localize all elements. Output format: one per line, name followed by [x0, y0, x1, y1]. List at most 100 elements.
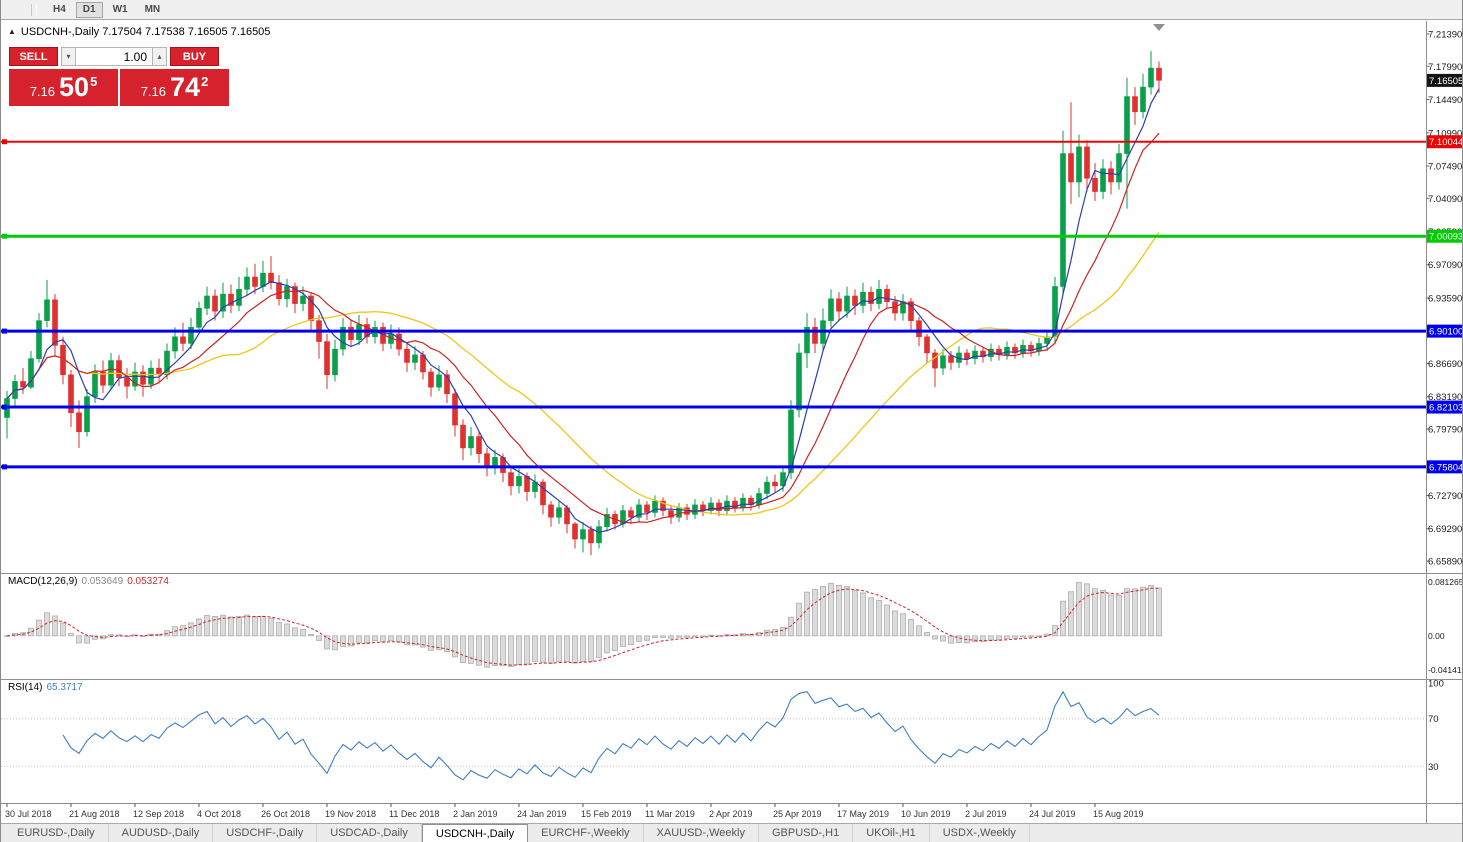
price-tick-label: 7.10990 [1428, 128, 1462, 139]
current-price-badge-label: 7.16505 [1429, 76, 1463, 87]
price-tick-label: 6.79790 [1428, 425, 1462, 436]
sell-price-display[interactable]: 7.16 50 5 [9, 69, 118, 106]
date-label: 30 Jul 2018 [5, 809, 52, 819]
hline-handle[interactable] [2, 233, 7, 239]
hline-price-badge[interactable] [1427, 324, 1463, 338]
macd-pane [4, 582, 1162, 668]
price-tick-label: 6.69290 [1428, 524, 1462, 535]
chart-tab[interactable]: EURCHF-,Weekly [528, 824, 644, 842]
hline-handle[interactable] [2, 328, 7, 334]
price-tick-label: 6.65890 [1428, 557, 1462, 568]
date-label: 15 Aug 2019 [1093, 809, 1144, 819]
rsi-level-lines [1, 718, 1426, 767]
price-axis[interactable]: 7.21390 7.17990 7.14490 7.10990 7.07490 7.040… [1426, 30, 1463, 568]
price-tick-label: 7.14490 [1428, 95, 1462, 106]
chart-tabs-bar: EURUSD-,Daily AUDUSD-,Daily USDCHF-,Daily U… [1, 823, 1462, 842]
date-label: 15 Feb 2019 [581, 809, 632, 819]
macd-label: MACD(12,26,9) 0.053649 0.053274 [8, 576, 169, 587]
price-tick-label: 6.97090 [1428, 260, 1462, 271]
collapse-arrow-icon[interactable]: ▲ [8, 27, 16, 36]
buy-price-display[interactable]: 7.16 74 2 [120, 69, 229, 106]
rsi-axis: 100 70 30 [1428, 679, 1444, 773]
price-tick-label: 7.07490 [1428, 161, 1462, 172]
date-label: 11 Mar 2019 [645, 809, 695, 819]
chart-tab[interactable]: USDCAD-,Daily [317, 824, 422, 842]
date-label: 25 Apr 2019 [773, 809, 822, 819]
macd-name: MACD(12,26,9) [8, 576, 78, 587]
rsi-axis-label: 30 [1428, 762, 1439, 773]
macd-axis-top: 0.081265 [1428, 577, 1463, 587]
chart-tab[interactable]: UKOil-,H1 [853, 824, 930, 842]
chart-shift-marker-icon[interactable] [1153, 24, 1165, 31]
chart-tab[interactable]: USDCNH-,Daily [421, 824, 529, 842]
date-label: 2 Jul 2019 [965, 809, 1007, 819]
date-label: 2 Jan 2019 [453, 809, 498, 819]
rsi-axis-label: 100 [1428, 679, 1444, 690]
volume-decrease-button[interactable]: ▾ [61, 47, 76, 66]
pane-separators [1, 21, 1462, 823]
price-tick-label: 7.04090 [1428, 194, 1462, 205]
sell-price-point: 5 [90, 74, 98, 89]
date-label: 10 Jun 2019 [901, 809, 951, 819]
oct-prices-row: 7.16 50 5 7.16 74 2 [9, 69, 235, 106]
macd-main-value: 0.053649 [81, 576, 124, 587]
sell-button[interactable]: SELL [9, 47, 58, 66]
rsi-value: 65.3717 [46, 682, 83, 693]
date-label: 4 Oct 2018 [197, 809, 241, 819]
chart-tab[interactable]: EURUSD-,Daily [4, 824, 109, 842]
hline-handle[interactable] [2, 404, 7, 410]
buy-button[interactable]: BUY [170, 47, 219, 66]
price-tick-label: 6.72790 [1428, 491, 1462, 502]
hline-price-badge[interactable] [1427, 400, 1463, 414]
chart-tab[interactable]: AUDUSD-,Daily [108, 824, 214, 842]
candles-layer [4, 50, 1162, 556]
rsi-name: RSI(14) [8, 682, 43, 693]
rsi-pane [62, 690, 1160, 781]
date-label: 11 Dec 2018 [389, 809, 439, 819]
chart-area: 7.21390 7.17990 7.14490 7.10990 7.07490 7.040… [1, 21, 1463, 823]
hline-price-badge[interactable] [1427, 135, 1463, 149]
date-label: 26 Oct 2018 [261, 809, 310, 819]
date-label: 24 Jan 2019 [517, 809, 567, 819]
moving-averages-layer [6, 88, 1160, 534]
price-tick-label: 6.83190 [1428, 392, 1462, 403]
date-axis[interactable]: 30 Jul 2018 21 Aug 2018 12 Sep 2018 4 Oct 2… [5, 803, 1144, 820]
timeframe-button-h4[interactable]: H4 [46, 2, 73, 18]
hline-price-badge-label: 6.82103 [1429, 403, 1463, 414]
price-tick-label: 7.17990 [1428, 62, 1462, 73]
chevron-up-icon: ▴ [157, 51, 162, 61]
date-label: 19 Nov 2018 [325, 809, 376, 819]
date-label: 12 Sep 2018 [133, 809, 184, 819]
chart-tab[interactable]: USDX-,Weekly [929, 824, 1030, 842]
sell-price-pips: 50 [59, 72, 90, 102]
timeframe-button-mn[interactable]: MN [138, 2, 168, 18]
timeframe-button-d1[interactable]: D1 [75, 1, 103, 18]
date-label: 24 Jul 2019 [1029, 809, 1076, 819]
horizontal-lines-layer[interactable] [1, 139, 1426, 470]
volume-input[interactable] [76, 47, 152, 66]
buy-price-pips: 74 [170, 72, 201, 102]
macd-axis: 0.081265 0.00 -0.041412 [1428, 577, 1463, 675]
hline-price-badge[interactable] [1427, 229, 1463, 243]
hline-handle[interactable] [2, 139, 7, 145]
date-label: 17 May 2019 [837, 809, 889, 819]
hline-price-badge[interactable] [1427, 460, 1463, 474]
chart-tab[interactable]: USDCHF-,Daily [213, 824, 318, 842]
chart-tab[interactable]: XAUUSD-,Weekly [643, 824, 759, 842]
date-label: 2 Apr 2019 [709, 809, 753, 819]
date-label: 21 Aug 2018 [69, 809, 120, 819]
buy-price-prefix: 7.16 [140, 84, 167, 99]
current-price-badge[interactable] [1427, 73, 1463, 87]
toolbar-grip[interactable] [31, 3, 37, 16]
timeframe-toolbar: H4 D1 W1 MN [1, 0, 1462, 20]
volume-increase-button[interactable]: ▴ [152, 47, 167, 66]
chart-tab[interactable]: GBPUSD-,H1 [758, 824, 854, 842]
price-tick-label: 6.86690 [1428, 359, 1462, 370]
hline-handle[interactable] [2, 464, 7, 470]
price-tick-label: 6.93590 [1428, 293, 1462, 304]
price-chart-canvas[interactable]: 7.21390 7.17990 7.14490 7.10990 7.07490 7.040… [1, 21, 1463, 823]
rsi-axis-label: 70 [1428, 714, 1439, 725]
timeframe-button-w1[interactable]: W1 [106, 2, 135, 18]
